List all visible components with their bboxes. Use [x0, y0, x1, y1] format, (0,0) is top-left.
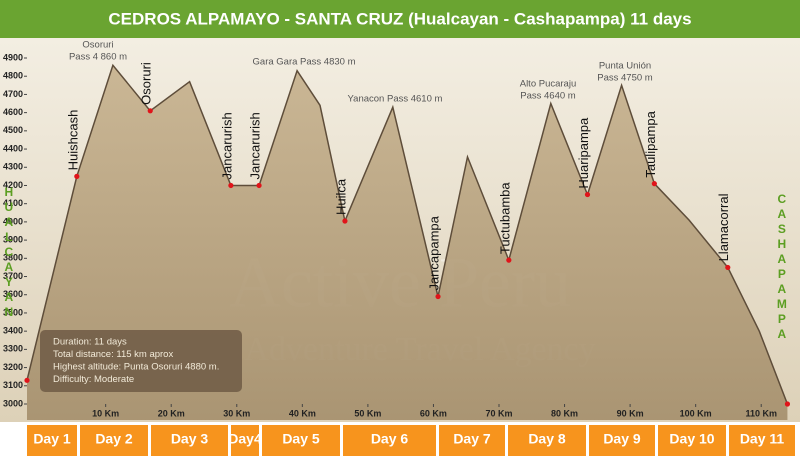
- camp-label: Huilca: [333, 178, 348, 215]
- day-box: [27, 425, 77, 456]
- x-tick-label: 50 Km: [354, 408, 381, 418]
- pass-annotation: Alto Pucaraju: [520, 79, 577, 90]
- camp-dot: [584, 191, 591, 198]
- y-tick-label: 3700: [3, 271, 23, 281]
- camp-dot: [147, 108, 153, 114]
- x-tick-label: 60 Km: [420, 408, 447, 418]
- y-tick-label: 4600: [3, 107, 23, 117]
- camp-dot: [74, 173, 80, 179]
- y-tick-label: 3000: [3, 398, 23, 408]
- x-tick-label: 80 Km: [551, 408, 578, 418]
- info-line: Total distance: 115 km aprox: [53, 349, 173, 360]
- camp-label: Osoruri: [139, 62, 154, 105]
- day-box: [151, 425, 228, 456]
- camp-label: Tuctubamba: [497, 182, 512, 255]
- day-box: [508, 425, 586, 456]
- day-label: Day 9: [603, 431, 641, 447]
- camp-label: Taulipampa: [643, 110, 658, 177]
- pass-annotation: Punta Unión: [599, 61, 651, 72]
- y-tick-label: 3200: [3, 362, 23, 372]
- y-tick-label: 4000: [3, 216, 23, 226]
- pass-annotation: Pass 4750 m: [597, 73, 653, 84]
- camp-dot: [256, 182, 262, 189]
- day-box: [262, 425, 340, 456]
- day-label: Day4: [228, 431, 262, 447]
- camp-dot: [651, 181, 657, 187]
- y-tick-label: 3600: [3, 289, 23, 299]
- x-tick-label: 40 Km: [289, 408, 316, 418]
- day-label: Day 10: [669, 431, 714, 447]
- y-tick-label: 3800: [3, 253, 23, 263]
- x-tick-label: 30 Km: [223, 408, 250, 418]
- camp-dot: [784, 401, 791, 407]
- y-tick-label: 3500: [3, 307, 23, 317]
- pass-annotation: Yanacon Pass 4610 m: [348, 94, 443, 105]
- info-line: Highest altitude: Punta Osoruri 4880 m.: [53, 362, 219, 373]
- pass-annotation: Pass 4 860 m: [69, 52, 127, 63]
- y-tick-label: 4800: [3, 71, 23, 81]
- day-box: [589, 425, 655, 456]
- x-tick-label: 10 Km: [92, 408, 119, 418]
- camp-label: Jancarurish: [248, 112, 263, 179]
- pass-annotation: Gara Gara Pass 4830 m: [253, 57, 356, 68]
- day-box: [80, 425, 148, 456]
- x-tick-label: 100 Km: [680, 408, 712, 418]
- day-label: Day 5: [282, 431, 320, 447]
- elevation-line: [26, 63, 789, 405]
- day-box: [729, 425, 795, 456]
- y-tick-label: 4400: [3, 143, 23, 153]
- chart-title: CEDROS ALPAMAYO - SANTA CRUZ (Hualcayan …: [108, 9, 691, 28]
- camp-dot: [24, 377, 30, 383]
- y-tick-label: 3300: [3, 344, 23, 354]
- y-tick-label: 4500: [3, 125, 23, 135]
- camp-dot: [228, 182, 234, 189]
- day-box: [439, 425, 505, 456]
- y-tick-label: 3100: [3, 380, 23, 390]
- x-tick-label: 70 Km: [485, 408, 512, 418]
- camp-label: Jancapampa: [426, 215, 441, 290]
- x-tick-label: 90 Km: [617, 408, 644, 418]
- day-label: Day 2: [95, 431, 133, 447]
- title-bar: [0, 0, 800, 38]
- camp-label: Jancarurish: [219, 112, 234, 179]
- end-label: CASHAPAMPA: [775, 192, 789, 342]
- day-box: [343, 425, 436, 456]
- x-tick-label: 20 Km: [158, 408, 185, 418]
- x-tick-label: 110 Km: [745, 408, 777, 418]
- camp-label: Huishcash: [65, 110, 80, 171]
- y-tick-label: 3900: [3, 234, 23, 244]
- camp-label: Huaripampa: [576, 117, 591, 189]
- camp-dot: [506, 257, 512, 263]
- day-box: [658, 425, 726, 456]
- day-label: Day 11: [740, 431, 785, 447]
- y-tick-label: 4300: [3, 162, 23, 172]
- pass-annotation: Osoruri: [82, 40, 113, 51]
- camp-dot: [342, 218, 348, 224]
- day-label: Day 6: [371, 431, 409, 447]
- day-label: Day 1: [33, 431, 71, 447]
- pass-annotation: Pass 4640 m: [520, 91, 576, 102]
- day-box: [231, 425, 259, 456]
- camp-dot: [725, 264, 731, 271]
- y-tick-label: 4100: [3, 198, 23, 208]
- camp-dot: [435, 293, 441, 300]
- info-line: Duration: 11 days: [53, 337, 127, 348]
- y-tick-label: 3400: [3, 326, 23, 336]
- day-label: Day 3: [171, 431, 209, 447]
- start-label: HUALCAYAN: [2, 185, 16, 320]
- y-tick-label: 4700: [3, 89, 23, 99]
- info-box: [40, 330, 242, 392]
- y-tick-label: 4900: [3, 52, 23, 62]
- y-tick-label: 4200: [3, 180, 23, 190]
- day-label: Day 7: [453, 431, 491, 447]
- day-label: Day 8: [528, 431, 566, 447]
- info-line: Difficulty: Moderate: [53, 374, 134, 385]
- camp-label: Llamacorral: [716, 193, 731, 261]
